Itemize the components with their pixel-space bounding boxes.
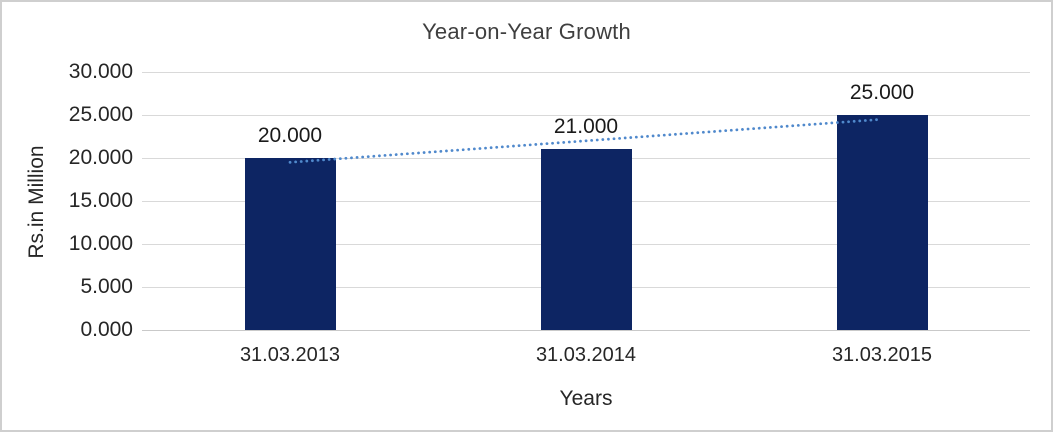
y-tick-label: 20.000 bbox=[68, 146, 133, 169]
y-tick-label: 15.000 bbox=[68, 189, 133, 212]
x-axis-title: Years bbox=[559, 387, 613, 410]
bar-data-label: 25.000 bbox=[849, 81, 915, 104]
y-tick-label: 0.000 bbox=[80, 318, 133, 341]
x-category-label: 31.03.2014 bbox=[535, 344, 637, 366]
y-tick-label: 25.000 bbox=[68, 103, 133, 126]
bar bbox=[540, 149, 632, 330]
bar bbox=[244, 158, 336, 330]
gridline bbox=[142, 72, 1030, 73]
x-category-label: 31.03.2015 bbox=[831, 344, 933, 366]
bar bbox=[836, 115, 928, 330]
x-axis-line bbox=[142, 330, 1030, 331]
gridline bbox=[142, 115, 1030, 116]
chart-title: Year-on-Year Growth bbox=[422, 19, 631, 44]
y-tick-label: 10.000 bbox=[68, 232, 133, 255]
bar-data-label: 21.000 bbox=[553, 115, 619, 139]
y-tick-label: 5.000 bbox=[80, 275, 133, 298]
bar-data-label: 20.000 bbox=[257, 124, 323, 147]
y-tick-label: 30.000 bbox=[68, 60, 133, 83]
x-category-label: 31.03.2013 bbox=[239, 344, 341, 366]
